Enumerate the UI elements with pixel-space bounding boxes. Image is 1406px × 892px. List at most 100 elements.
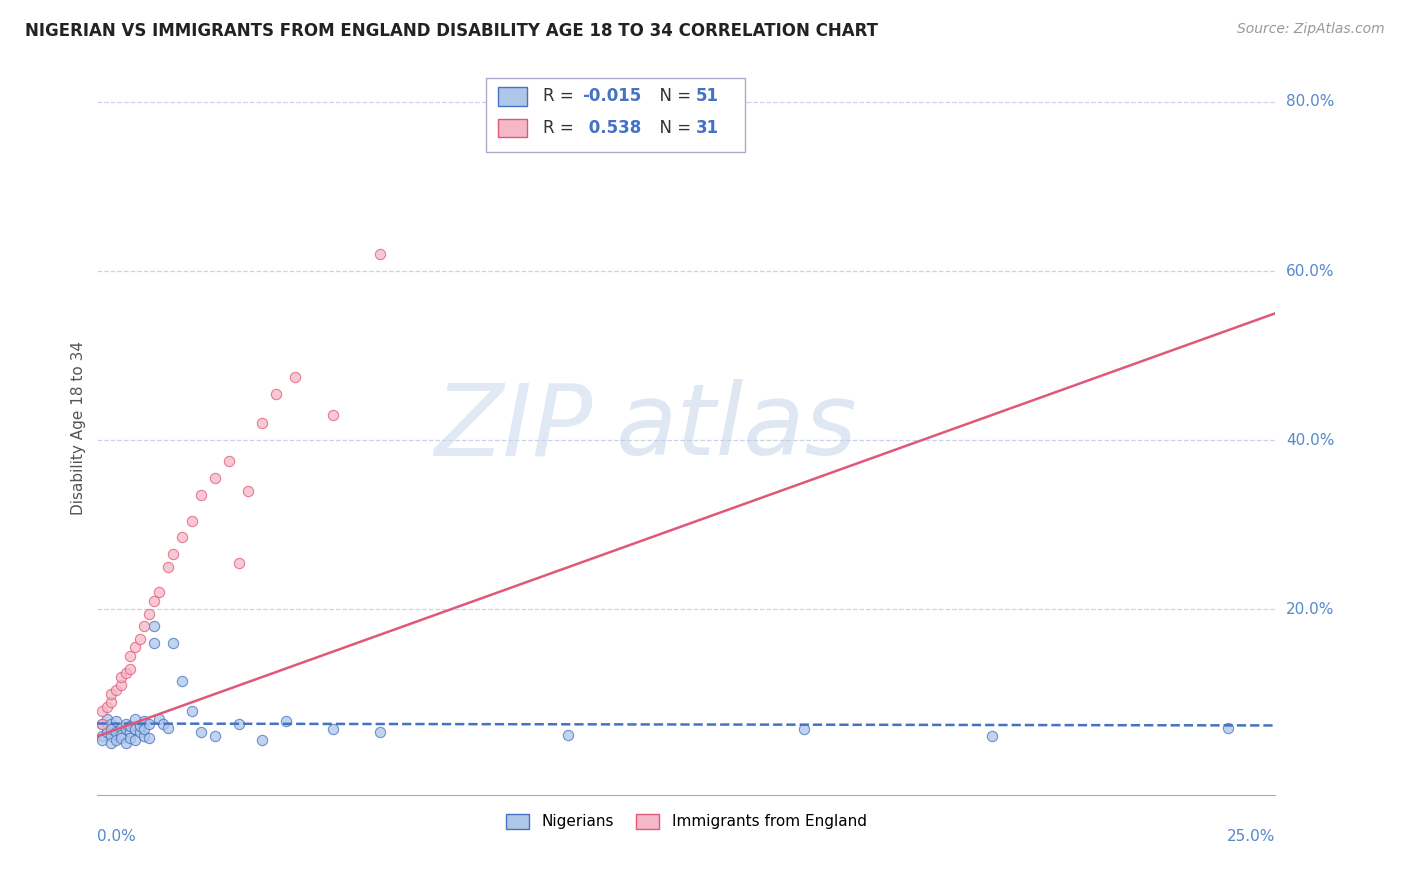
Point xyxy=(91,716,114,731)
Point xyxy=(110,727,132,741)
Point xyxy=(157,721,180,735)
Point xyxy=(252,417,274,431)
Text: R =: R = xyxy=(543,87,578,105)
Point xyxy=(128,725,150,739)
Point xyxy=(114,716,136,731)
Text: NIGERIAN VS IMMIGRANTS FROM ENGLAND DISABILITY AGE 18 TO 34 CORRELATION CHART: NIGERIAN VS IMMIGRANTS FROM ENGLAND DISA… xyxy=(25,22,879,40)
Text: N =: N = xyxy=(648,119,696,137)
Point xyxy=(96,699,118,714)
Point xyxy=(100,723,122,737)
Text: 31: 31 xyxy=(696,119,718,137)
Point xyxy=(322,723,344,737)
Point xyxy=(120,648,142,663)
Point xyxy=(96,721,118,735)
Point xyxy=(322,408,344,422)
Text: 0.538: 0.538 xyxy=(582,119,641,137)
Point xyxy=(190,488,212,502)
Point xyxy=(105,725,128,739)
Point xyxy=(793,723,815,737)
Point xyxy=(105,733,128,747)
Point xyxy=(180,514,202,528)
Point xyxy=(228,716,250,731)
Point xyxy=(368,247,391,261)
Point xyxy=(157,560,180,574)
FancyBboxPatch shape xyxy=(486,78,745,152)
Point xyxy=(284,369,307,384)
Text: 60.0%: 60.0% xyxy=(1286,263,1334,278)
Point xyxy=(110,670,132,684)
Point xyxy=(91,733,114,747)
Point xyxy=(120,725,142,739)
Legend: Nigerians, Immigrants from England: Nigerians, Immigrants from England xyxy=(499,807,873,836)
Point xyxy=(172,531,194,545)
Point xyxy=(368,725,391,739)
Point xyxy=(96,712,118,726)
Point xyxy=(114,736,136,750)
Point xyxy=(105,682,128,697)
Point xyxy=(266,386,288,401)
Point xyxy=(91,716,114,731)
Point xyxy=(105,714,128,728)
Point xyxy=(100,729,122,743)
Point xyxy=(142,619,165,633)
Point xyxy=(100,716,122,731)
Point xyxy=(100,687,122,701)
Point xyxy=(100,695,122,709)
Point xyxy=(148,712,170,726)
Text: 20.0%: 20.0% xyxy=(1286,602,1334,617)
Point xyxy=(148,585,170,599)
Point xyxy=(252,733,274,747)
Point xyxy=(204,729,226,743)
Point xyxy=(236,483,259,498)
Point xyxy=(110,678,132,692)
Point xyxy=(1216,721,1239,735)
Point xyxy=(124,712,146,726)
Point xyxy=(981,729,1004,743)
Text: 80.0%: 80.0% xyxy=(1286,95,1334,110)
Text: Source: ZipAtlas.com: Source: ZipAtlas.com xyxy=(1237,22,1385,37)
Point xyxy=(274,714,297,728)
Point xyxy=(128,719,150,733)
Point xyxy=(152,716,174,731)
Point xyxy=(91,704,114,718)
Text: ZIP: ZIP xyxy=(434,379,592,476)
Point xyxy=(134,619,156,633)
Point xyxy=(96,725,118,739)
Point xyxy=(128,632,150,646)
Point xyxy=(120,731,142,745)
Point xyxy=(110,731,132,745)
Text: atlas: atlas xyxy=(616,379,858,476)
Text: R =: R = xyxy=(543,119,578,137)
Point xyxy=(91,729,114,743)
Point xyxy=(120,719,142,733)
Point xyxy=(218,454,240,468)
Text: 0.0%: 0.0% xyxy=(97,829,136,844)
Point xyxy=(138,607,160,621)
Y-axis label: Disability Age 18 to 34: Disability Age 18 to 34 xyxy=(72,341,86,515)
Text: 25.0%: 25.0% xyxy=(1227,829,1275,844)
FancyBboxPatch shape xyxy=(498,119,527,137)
Point xyxy=(114,665,136,680)
Point xyxy=(124,733,146,747)
Point xyxy=(120,661,142,675)
Point xyxy=(138,731,160,745)
Point xyxy=(162,636,184,650)
Point xyxy=(124,640,146,655)
Point xyxy=(100,736,122,750)
Point xyxy=(162,547,184,561)
Point xyxy=(134,714,156,728)
Point xyxy=(138,716,160,731)
Point xyxy=(190,725,212,739)
Point xyxy=(180,704,202,718)
Point xyxy=(204,471,226,485)
Point xyxy=(228,556,250,570)
Text: 51: 51 xyxy=(696,87,718,105)
Point xyxy=(114,723,136,737)
Point xyxy=(142,636,165,650)
Text: 40.0%: 40.0% xyxy=(1286,433,1334,448)
Point xyxy=(124,723,146,737)
Point xyxy=(557,727,579,741)
Text: -0.015: -0.015 xyxy=(582,87,643,105)
Point xyxy=(134,723,156,737)
Point xyxy=(142,594,165,608)
